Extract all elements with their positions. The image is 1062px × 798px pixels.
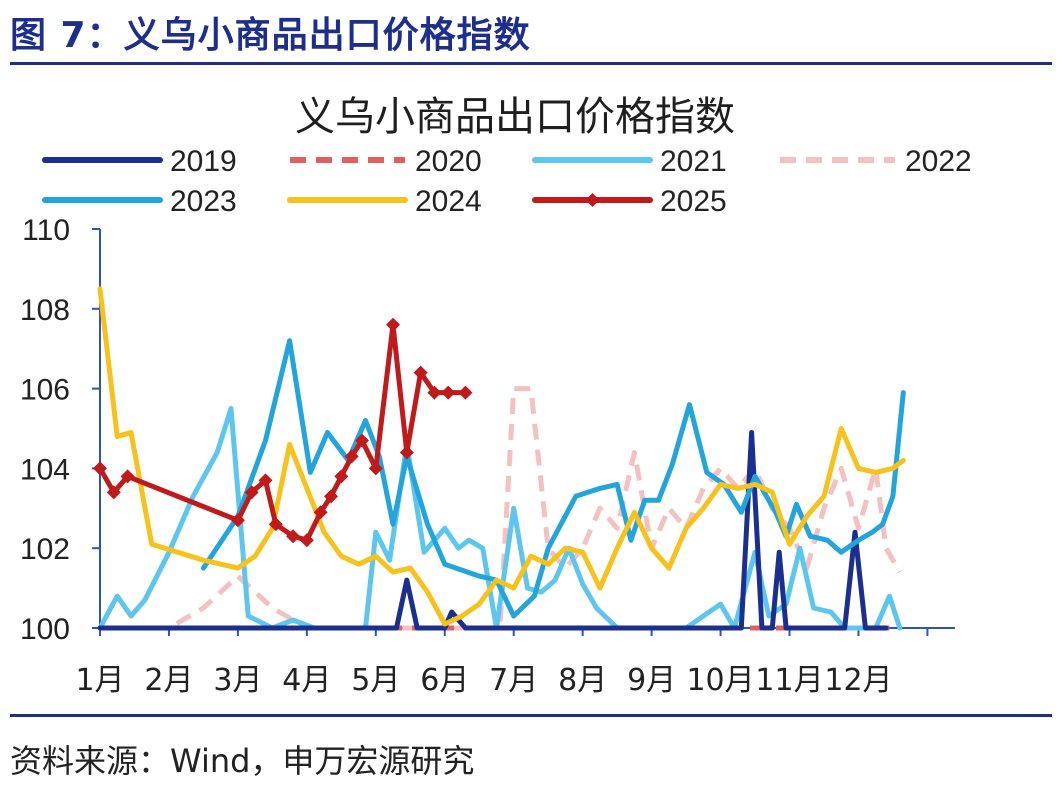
data-point-2025 <box>355 433 370 448</box>
x-tick-label: 12月 <box>824 663 892 698</box>
y-tick-label: 104 <box>20 453 70 486</box>
series-line-2025 <box>97 322 468 543</box>
data-point-2025 <box>399 445 414 460</box>
source-note: 资料来源：Wind，申万宏源研究 <box>10 742 475 780</box>
y-tick-label: 110 <box>22 214 70 247</box>
data-point-2025 <box>230 513 245 528</box>
legend-marker-2025 <box>585 193 600 207</box>
x-tick-label: 11月 <box>755 663 823 698</box>
legend-label-2019: 2019 <box>170 145 237 178</box>
data-point-2025 <box>299 533 314 548</box>
x-tick-label: 2月 <box>144 663 193 698</box>
title-rule <box>10 62 1052 65</box>
data-point-2025 <box>344 449 359 464</box>
data-point-2025 <box>458 385 473 400</box>
data-point-2025 <box>286 529 301 544</box>
data-point-2025 <box>323 489 338 504</box>
x-tick-label: 6月 <box>420 663 469 698</box>
data-point-2025 <box>427 385 442 400</box>
series-line-2024 <box>97 286 906 627</box>
y-tick-label: 108 <box>20 294 70 327</box>
chart-title: 义乌小商品出口价格指数 <box>295 94 735 140</box>
data-point-2025 <box>258 473 273 488</box>
y-tick-label: 106 <box>20 374 70 407</box>
data-point-2025 <box>93 461 107 476</box>
x-tick-label: 5月 <box>351 663 400 698</box>
y-tick-label: 102 <box>20 533 70 566</box>
legend-label-2023: 2023 <box>170 185 237 218</box>
x-tick-label: 1月 <box>75 663 124 698</box>
x-tick-label: 4月 <box>282 663 331 698</box>
legend: 2019 2020 2021 2022 2023 2024 2025 <box>42 145 972 218</box>
data-point-2025 <box>368 461 383 476</box>
x-tick-label: 9月 <box>627 663 676 698</box>
x-tick-label: 3月 <box>213 663 262 698</box>
legend-label-2020: 2020 <box>415 145 482 178</box>
data-point-2025 <box>268 517 283 532</box>
line-chart: 义乌小商品出口价格指数 2019 2020 2021 2022 2023 2024 2025… <box>20 94 972 698</box>
source-rule <box>10 714 1052 717</box>
figure-title: 图 7：义乌小商品出口价格指数 <box>10 15 531 56</box>
data-point-2025 <box>106 485 121 500</box>
data-point-2025 <box>120 469 135 484</box>
data-point-2025 <box>313 505 328 520</box>
series-line-2019 <box>97 430 889 631</box>
legend-label-2025: 2025 <box>660 185 727 218</box>
data-point-2025 <box>386 317 401 332</box>
x-tick-label: 10月 <box>686 663 754 698</box>
y-tick-label: 100 <box>20 613 70 646</box>
series-line-2023 <box>200 338 906 619</box>
data-point-2025 <box>334 469 349 484</box>
legend-label-2024: 2024 <box>415 185 482 218</box>
data-point-2025 <box>413 365 428 380</box>
legend-label-2021: 2021 <box>660 145 727 178</box>
x-tick-label: 8月 <box>558 663 607 698</box>
data-point-2025 <box>244 485 259 500</box>
data-point-2025 <box>441 385 456 400</box>
x-tick-label: 7月 <box>489 663 538 698</box>
legend-label-2022: 2022 <box>905 145 972 178</box>
